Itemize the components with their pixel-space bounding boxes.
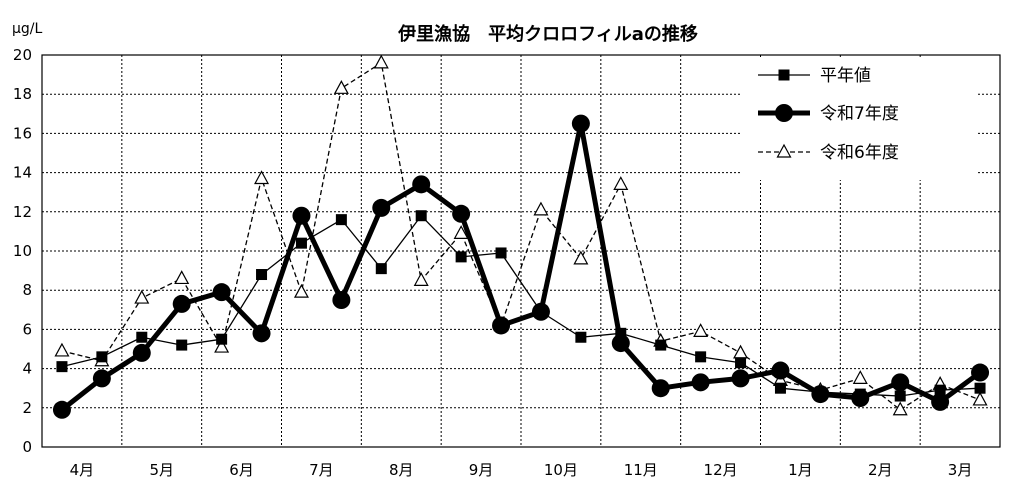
data-point-circle bbox=[891, 373, 910, 392]
y-tick-label: 4 bbox=[22, 360, 32, 378]
data-point-circle bbox=[52, 400, 71, 419]
y-tick-label: 12 bbox=[13, 203, 32, 221]
data-point-circle bbox=[691, 373, 710, 392]
data-point-triangle bbox=[613, 176, 629, 190]
data-point-square bbox=[256, 269, 268, 281]
data-point-square bbox=[934, 384, 946, 396]
data-point-triangle bbox=[214, 338, 230, 353]
data-point-circle bbox=[292, 206, 311, 225]
legend-label: 令和7年度 bbox=[820, 104, 899, 124]
data-point-square bbox=[655, 339, 667, 351]
x-tick-label: 10月 bbox=[544, 461, 578, 479]
data-point-triangle bbox=[254, 170, 270, 185]
data-point-circle bbox=[931, 392, 950, 411]
x-tick-label: 2月 bbox=[868, 461, 893, 479]
x-tick-label: 6月 bbox=[229, 461, 254, 479]
data-point-square bbox=[455, 251, 467, 263]
data-point-circle bbox=[851, 389, 870, 407]
data-point-circle bbox=[971, 363, 990, 382]
data-point-square bbox=[96, 351, 108, 363]
axis-ticks: 0 2 4 6 8 10 12 14 16 18 20 4月 5月 6月 7月 8月 9月 10月 11月 12月 1月… bbox=[13, 46, 972, 479]
data-point-square bbox=[695, 351, 707, 363]
y-tick-label: 0 bbox=[22, 438, 32, 456]
data-point-square bbox=[216, 333, 228, 345]
data-point-triangle bbox=[333, 80, 349, 94]
y-tick-label: 18 bbox=[13, 85, 32, 103]
data-point-triangle bbox=[54, 342, 70, 357]
y-tick-label: 8 bbox=[22, 281, 32, 299]
data-point-square bbox=[894, 390, 906, 402]
x-tick-label: 4月 bbox=[70, 461, 95, 479]
legend-label: 平年値 bbox=[820, 66, 871, 86]
data-point-square bbox=[176, 339, 188, 351]
data-point-square bbox=[735, 357, 747, 369]
data-point-triangle bbox=[573, 250, 589, 265]
data-point-square bbox=[136, 331, 148, 343]
data-point-triangle bbox=[413, 272, 429, 286]
data-point-square bbox=[335, 214, 347, 226]
data-point-triangle bbox=[852, 370, 868, 384]
data-point-triangle bbox=[693, 323, 709, 337]
data-point-square bbox=[495, 247, 507, 259]
data-point-square bbox=[778, 69, 790, 81]
data-point-circle bbox=[372, 198, 391, 217]
data-point-circle bbox=[811, 385, 830, 404]
data-point-triangle bbox=[533, 201, 549, 216]
y-tick-label: 2 bbox=[22, 399, 32, 417]
x-tick-label: 3月 bbox=[948, 461, 973, 479]
data-point-triangle bbox=[293, 283, 309, 298]
data-point-circle bbox=[172, 294, 191, 313]
data-point-circle bbox=[212, 283, 231, 302]
y-tick-label: 14 bbox=[13, 164, 32, 182]
data-point-square bbox=[295, 237, 307, 249]
data-point-square bbox=[415, 210, 427, 222]
data-point-circle bbox=[775, 104, 793, 122]
y-tick-label: 6 bbox=[22, 320, 32, 338]
data-point-circle bbox=[492, 316, 511, 335]
data-point-circle bbox=[132, 343, 151, 362]
legend-label: 令和6年度 bbox=[820, 143, 899, 163]
data-point-triangle bbox=[453, 225, 469, 239]
data-point-circle bbox=[611, 334, 630, 353]
data-point-circle bbox=[452, 204, 471, 223]
x-tick-label: 5月 bbox=[149, 461, 174, 479]
y-tick-label: 20 bbox=[13, 46, 32, 64]
data-point-square bbox=[375, 263, 387, 275]
data-point-circle bbox=[651, 379, 670, 398]
x-tick-label: 1月 bbox=[788, 461, 813, 479]
series-thick-solid-circle bbox=[52, 114, 990, 419]
data-point-triangle bbox=[972, 391, 988, 406]
data-point-square bbox=[56, 361, 68, 373]
y-tick-label: 10 bbox=[13, 242, 32, 260]
data-point-circle bbox=[571, 114, 590, 133]
data-point-triangle bbox=[776, 143, 792, 158]
data-point-square bbox=[575, 331, 587, 343]
data-point-circle bbox=[92, 369, 111, 388]
data-point-circle bbox=[531, 302, 550, 321]
data-point-circle bbox=[332, 291, 351, 309]
data-point-triangle bbox=[174, 270, 190, 285]
data-point-triangle bbox=[134, 289, 150, 304]
data-point-square bbox=[774, 382, 786, 394]
data-point-triangle bbox=[892, 401, 908, 416]
y-axis-unit: μg/L bbox=[12, 21, 43, 37]
x-tick-label: 7月 bbox=[309, 461, 334, 479]
x-tick-label: 12月 bbox=[704, 461, 738, 479]
x-tick-label: 11月 bbox=[624, 461, 658, 479]
data-point-circle bbox=[771, 361, 790, 380]
series-layer bbox=[52, 54, 990, 419]
x-tick-label: 9月 bbox=[469, 461, 494, 479]
data-point-circle bbox=[731, 369, 750, 388]
data-point-square bbox=[974, 382, 986, 394]
data-point-triangle bbox=[373, 54, 389, 69]
data-point-circle bbox=[412, 175, 431, 194]
chart-title: 伊里漁協 平均クロロフィルaの推移 bbox=[397, 23, 698, 45]
plot-border bbox=[41, 54, 1001, 448]
x-tick-label: 8月 bbox=[389, 461, 414, 479]
y-tick-label: 16 bbox=[13, 124, 32, 142]
data-point-circle bbox=[252, 324, 271, 343]
